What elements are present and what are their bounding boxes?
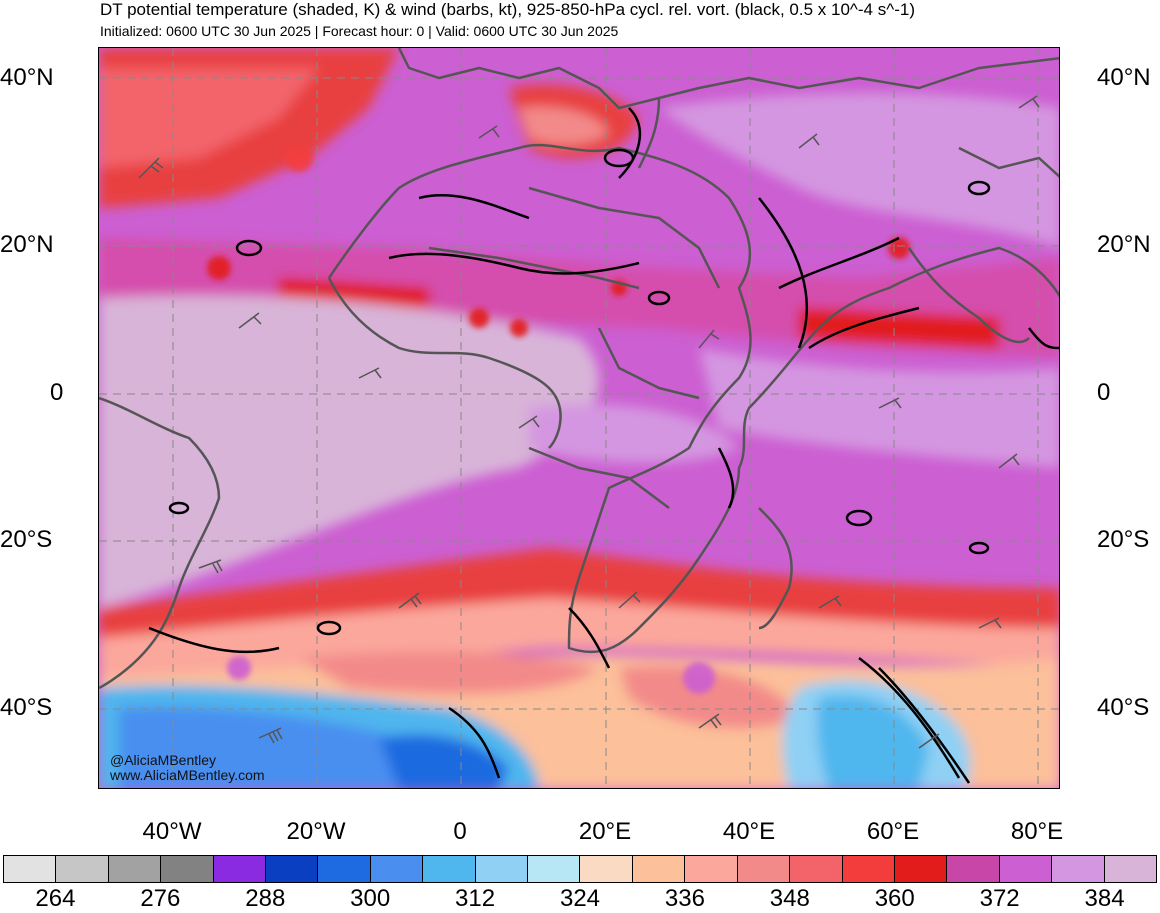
lat-label-20s-right: 20°S [1097, 526, 1150, 553]
colorbar-swatch [999, 856, 1053, 882]
colorbar-swatch [213, 856, 267, 882]
colorbar-swatch [161, 856, 214, 882]
colorbar-swatch [4, 856, 57, 882]
colorbar-tick-label: 312 [455, 885, 496, 912]
lat-label-40n-left: 40°N [0, 64, 54, 91]
lon-label-40w: 40°W [142, 818, 202, 845]
lat-label-40n-right: 40°N [1097, 64, 1151, 91]
lat-label-20n-right: 20°N [1097, 231, 1151, 258]
colorbar-swatch [475, 856, 529, 882]
wind-barbs [138, 95, 1040, 749]
colorbar-swatch [1104, 856, 1156, 882]
colorbar-swatch [1052, 856, 1105, 882]
colorbar-swatch [423, 856, 476, 882]
colorbar-swatch [737, 856, 791, 882]
lat-label-eq-left: 0 [50, 379, 64, 406]
colorbar-swatch [580, 856, 633, 882]
colorbar-swatch [790, 856, 843, 882]
colorbar-swatch [842, 856, 895, 882]
lat-label-40s-right: 40°S [1097, 694, 1150, 721]
colorbar-tick-label: 300 [350, 885, 391, 912]
coastlines [99, 48, 1059, 690]
vorticity-contours [148, 107, 1059, 784]
chart-subtitle: Initialized: 0600 UTC 30 Jun 2025 | Fore… [100, 23, 619, 39]
colorbar-tick-label: 276 [140, 885, 181, 912]
graticule [99, 48, 1059, 788]
chart-title: DT potential temperature (shaded, K) & w… [100, 0, 915, 19]
colorbar-swatch [632, 856, 686, 882]
colorbar-swatch [56, 856, 109, 882]
colorbar-swatch [108, 856, 162, 882]
colorbar-tick-label: 324 [559, 885, 601, 912]
lat-label-eq-right: 0 [1097, 379, 1111, 406]
colorbar-tick-label: 384 [1084, 885, 1125, 912]
colorbar-swatch [947, 856, 1000, 882]
lon-label-20w: 20°W [286, 818, 346, 845]
credit-website: www.AliciaMBentley.com [110, 767, 265, 783]
colorbar-swatch [318, 856, 371, 882]
lon-label-80e: 80°E [1010, 818, 1064, 845]
colorbar-swatch [370, 856, 424, 882]
theta-blotches [207, 144, 910, 694]
credit-handle: @AliciaMBentley [110, 752, 217, 768]
lon-label-40e: 40°E [722, 818, 776, 845]
colorbar-swatch [894, 856, 948, 882]
map-canvas [99, 48, 1059, 788]
colorbar-tick-label: 372 [979, 885, 1020, 912]
colorbar-tick-label: 336 [664, 885, 705, 912]
colorbar-tick-label: 360 [874, 885, 915, 912]
colorbar-tick-label: 288 [245, 885, 286, 912]
lon-label-60e: 60°E [866, 818, 920, 845]
colorbar-swatch [266, 856, 319, 882]
lon-label-20e: 20°E [578, 818, 632, 845]
colorbar-swatch [685, 856, 738, 882]
colorbar-tick-label: 348 [769, 885, 810, 912]
colorbar [3, 855, 1157, 883]
map-panel [98, 47, 1060, 789]
lon-label-0: 0 [453, 818, 467, 845]
colorbar-tick-label: 264 [35, 885, 76, 912]
lat-label-40s-left: 40°S [0, 694, 53, 721]
lat-label-20s-left: 20°S [0, 526, 53, 553]
lat-label-20n-left: 20°N [0, 231, 54, 258]
colorbar-swatch [528, 856, 581, 882]
